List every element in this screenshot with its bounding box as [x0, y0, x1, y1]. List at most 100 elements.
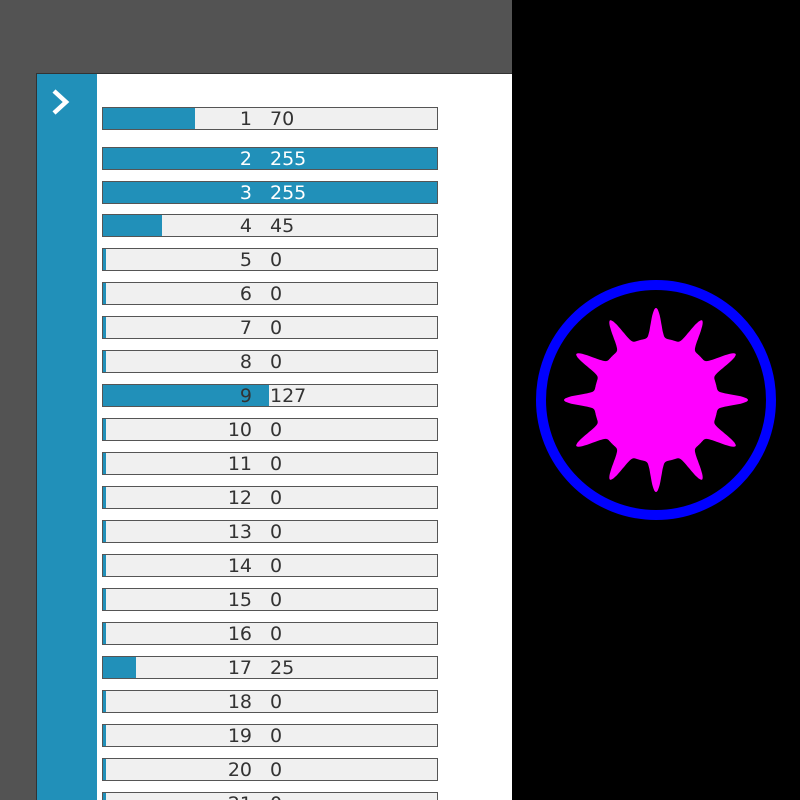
value-bar-text: 12 0 — [103, 487, 437, 508]
row-index: 14 — [227, 555, 252, 577]
value-bar-14[interactable]: 14 0 — [102, 554, 438, 577]
row-value: 255 — [270, 148, 307, 170]
row-value: 0 — [270, 351, 283, 373]
value-bar-fill — [103, 419, 107, 440]
value-bar-text: 10 0 — [103, 419, 437, 440]
value-bar-fill — [103, 317, 107, 338]
magenta-star — [564, 308, 748, 492]
value-bar-text: 20 0 — [103, 759, 437, 780]
value-bar-fill — [103, 691, 107, 712]
row-value: 45 — [270, 215, 295, 237]
row-index: 4 — [239, 215, 252, 237]
row-value: 0 — [270, 249, 283, 271]
row-value: 0 — [270, 453, 283, 475]
value-bar-fill — [103, 453, 107, 474]
row-value: 0 — [270, 521, 283, 543]
row-value: 127 — [270, 385, 307, 407]
value-bar-fill — [103, 487, 107, 508]
row-value: 255 — [270, 182, 307, 204]
value-bar-fill — [103, 351, 107, 372]
row-index: 18 — [227, 691, 252, 713]
row-index: 16 — [227, 623, 252, 645]
blue-ring — [536, 280, 776, 520]
value-bar-text: 14 0 — [103, 555, 437, 576]
value-bar-13[interactable]: 13 0 — [102, 520, 438, 543]
value-bar-text: 17 25 — [103, 657, 437, 678]
value-bar-text: 16 0 — [103, 623, 437, 644]
app-background: 1 70 2 255 3 255 4 45 5 0 6 0 7 0 8 0 9 127 10 0 11 0 12 0 13 0 14… — [0, 0, 512, 800]
value-bar-text: 3 255 — [103, 182, 437, 203]
row-index: 10 — [227, 419, 252, 441]
row-value: 0 — [270, 793, 282, 800]
value-bar-fill — [103, 589, 107, 610]
value-bar-text: 21 0 — [103, 793, 437, 800]
row-value: 0 — [270, 691, 283, 713]
value-bar-11[interactable]: 11 0 — [102, 452, 438, 475]
chevron-right-icon[interactable] — [49, 88, 73, 116]
value-bar-3[interactable]: 3 255 — [102, 181, 438, 204]
value-bar-fill — [103, 148, 437, 169]
value-bar-text: 4 45 — [103, 215, 437, 236]
sidebar — [37, 74, 97, 800]
row-value: 0 — [270, 759, 283, 781]
row-index: 9 — [239, 385, 252, 407]
row-value: 0 — [270, 419, 283, 441]
row-value: 0 — [270, 317, 283, 339]
value-bar-19[interactable]: 19 0 — [102, 724, 438, 747]
row-value: 0 — [270, 487, 283, 509]
value-bar-9[interactable]: 9 127 — [102, 384, 438, 407]
value-bar-fill — [103, 385, 270, 406]
row-value: 0 — [270, 725, 283, 747]
row-index: 21 — [228, 793, 252, 800]
row-index: 3 — [239, 182, 252, 204]
value-bar-fill — [103, 555, 107, 576]
row-index: 5 — [239, 249, 252, 271]
value-bar-fill — [103, 521, 107, 542]
value-bar-fill — [103, 725, 107, 746]
value-bar-21[interactable]: 21 0 — [102, 792, 438, 800]
row-value: 0 — [270, 555, 283, 577]
value-bar-fill — [103, 108, 195, 129]
value-bar-text: 11 0 — [103, 453, 437, 474]
value-bar-12[interactable]: 12 0 — [102, 486, 438, 509]
value-bar-4[interactable]: 4 45 — [102, 214, 438, 237]
value-bar-2[interactable]: 2 255 — [102, 147, 438, 170]
value-bar-text: 9 127 — [103, 385, 437, 406]
value-bar-18[interactable]: 18 0 — [102, 690, 438, 713]
value-bar-15[interactable]: 15 0 — [102, 588, 438, 611]
row-index: 19 — [227, 725, 252, 747]
row-value: 25 — [270, 657, 295, 679]
value-bar-fill — [103, 215, 162, 236]
row-index: 1 — [239, 108, 252, 130]
value-bar-text: 18 0 — [103, 691, 437, 712]
value-bar-20[interactable]: 20 0 — [102, 758, 438, 781]
value-bar-text: 2 255 — [103, 148, 437, 169]
value-bar-16[interactable]: 16 0 — [102, 622, 438, 645]
row-index: 2 — [239, 148, 252, 170]
row-value: 0 — [270, 283, 283, 305]
value-bar-fill — [103, 793, 107, 800]
value-bar-text: 1 70 — [103, 108, 437, 129]
row-index: 8 — [239, 351, 252, 373]
value-bar-1[interactable]: 1 70 — [102, 107, 438, 130]
value-bar-fill — [103, 657, 136, 678]
value-bar-fill — [103, 283, 107, 304]
row-value: 0 — [270, 623, 283, 645]
value-bar-text: 19 0 — [103, 725, 437, 746]
row-value: 0 — [270, 589, 283, 611]
value-bar-fill — [103, 182, 437, 203]
row-index: 11 — [227, 453, 252, 475]
row-index: 20 — [227, 759, 252, 781]
value-bar-10[interactable]: 10 0 — [102, 418, 438, 441]
row-index: 15 — [227, 589, 252, 611]
artwork-canvas — [536, 280, 776, 520]
value-bar-17[interactable]: 17 25 — [102, 656, 438, 679]
slider-panel: 1 70 2 255 3 255 4 45 5 0 6 0 7 0 8 0 9 127 10 0 11 0 12 0 13 0 14… — [36, 73, 512, 800]
